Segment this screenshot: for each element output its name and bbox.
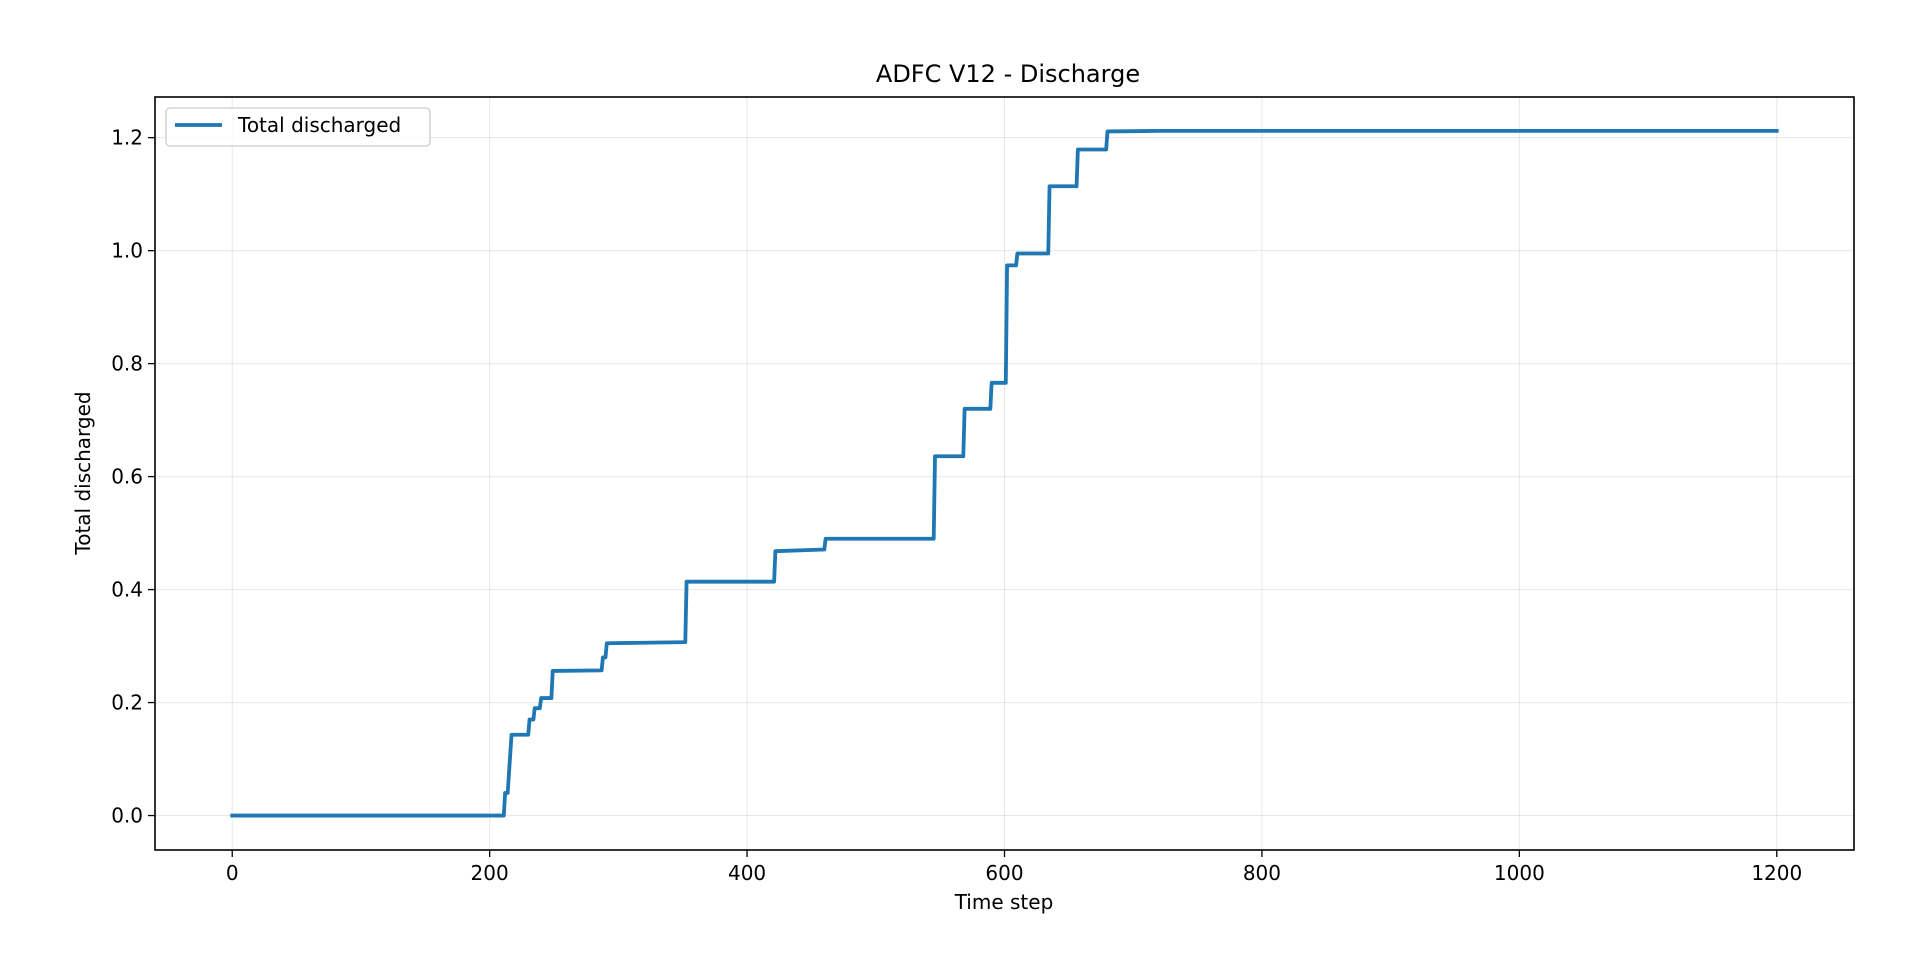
chart-title: ADFC V12 - Discharge [876,60,1140,88]
legend-label-total-discharged: Total discharged [237,113,401,137]
series-line-total-discharged [230,128,1779,818]
y-tick-label: 1.2 [111,126,143,150]
x-tick-label: 1000 [1494,861,1545,885]
y-tick-label: 0.4 [111,578,143,602]
legend: Total discharged [165,107,431,147]
y-axis-label: Total discharged [71,391,95,555]
y-tick-label: 0.2 [111,691,143,715]
x-tick-label: 400 [728,861,766,885]
y-tick-label: 0.8 [111,352,143,376]
x-tick-label: 200 [471,861,509,885]
y-tick-label: 1.0 [111,239,143,263]
x-tick-label: 800 [1243,861,1281,885]
y-tick-label: 0.6 [111,465,143,489]
x-axis: 0 200 400 600 800 1000 1200 [226,850,1802,885]
x-tick-label: 600 [985,861,1023,885]
y-axis: 0.0 0.2 0.4 0.6 0.8 1.0 1.2 [111,126,155,828]
x-axis-label: Time step [954,890,1054,914]
legend-box [165,107,431,147]
x-tick-label: 0 [226,861,239,885]
plot-area [230,128,1779,818]
x-tick-label: 1200 [1751,861,1802,885]
y-tick-label: 0.0 [111,804,143,828]
